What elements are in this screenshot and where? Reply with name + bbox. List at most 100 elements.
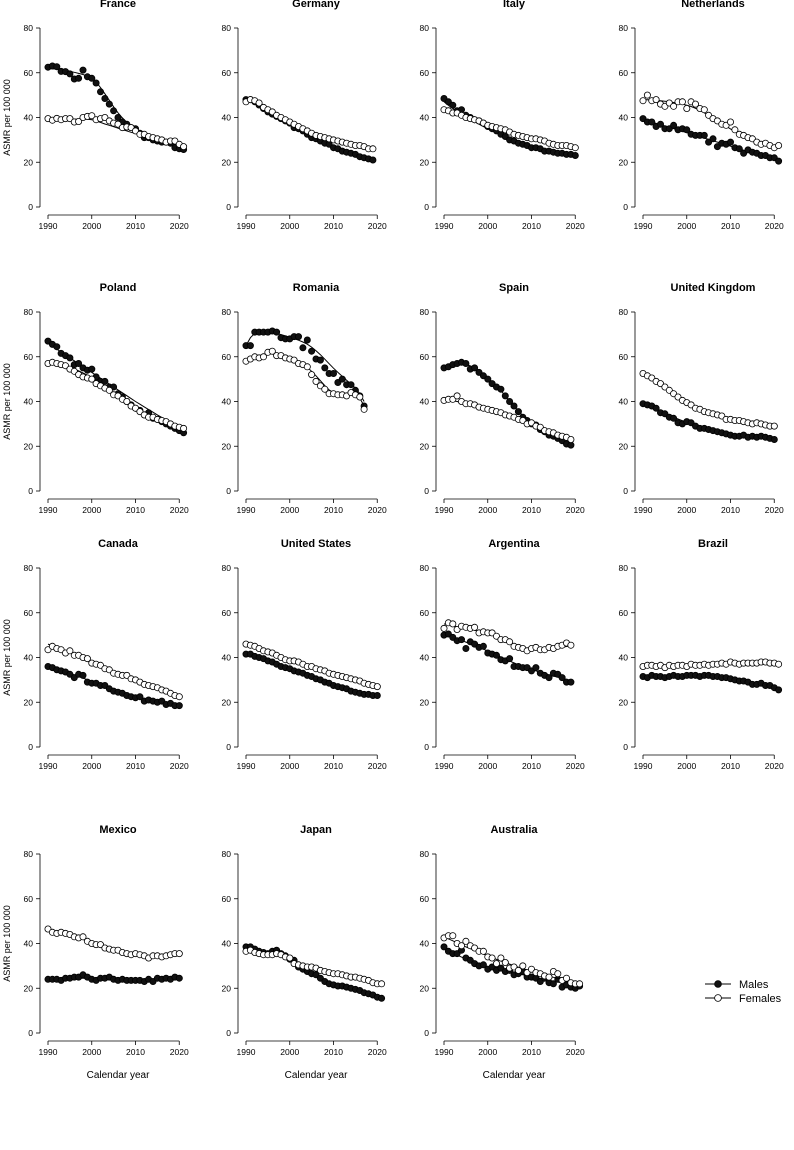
y-tick-label: 0 [28,1028,33,1038]
panel-title: Poland [100,282,137,294]
y-tick-label: 40 [222,653,232,663]
males-point [273,328,281,336]
panel-mexico: Mexico 0 20 40 60 80 1990 2000 2010 2020 ASMR per … [2,824,189,1081]
panel-title: United States [281,538,351,550]
x-tick-label: 2000 [677,505,696,515]
females-point [378,980,386,988]
y-tick-label: 80 [24,849,34,859]
x-tick-label: 2010 [324,505,343,515]
males-point [88,365,96,373]
y-tick-label: 40 [24,397,34,407]
x-tick-label: 2020 [765,761,784,771]
females-point [554,970,562,978]
y-tick-label: 0 [226,486,231,496]
x-tick-label: 2020 [170,221,189,231]
females-point [497,954,505,962]
males-point [506,397,514,405]
panel-title: Spain [499,282,529,294]
panel-title: Netherlands [681,0,745,10]
females-point [79,933,87,941]
females-point [700,106,708,114]
females-point [576,980,584,988]
y-tick-label: 20 [420,697,430,707]
males-point [105,100,113,108]
females-point [514,966,522,974]
males-point [347,381,355,389]
females-point [488,954,496,962]
panel-title: Germany [292,0,341,10]
females-point [321,385,329,393]
panel-australia: Australia 0 20 40 60 80 1990 2000 2010 2020 Calend… [420,824,585,1081]
females-point [727,118,735,126]
males-point [136,693,144,701]
x-tick-label: 2010 [126,221,145,231]
females-point [519,962,527,970]
females-point [770,422,778,430]
males-point [378,994,386,1002]
y-tick-label: 60 [24,68,34,78]
y-axis-label: ASMR per 100 000 [2,619,12,696]
males-point [88,74,96,82]
x-tick-label: 1990 [39,505,58,515]
females-point [369,145,377,153]
y-tick-label: 40 [222,397,232,407]
females-point [83,655,91,663]
y-tick-label: 20 [222,157,232,167]
females-point [175,950,183,958]
y-tick-label: 0 [623,486,628,496]
x-tick-label: 1990 [634,761,653,771]
males-point [79,66,87,74]
x-tick-label: 1990 [237,1047,256,1057]
females-point [180,143,188,151]
females-point [731,126,739,134]
x-tick-label: 1990 [39,1047,58,1057]
males-point [66,70,74,78]
females-point [308,371,316,379]
y-tick-label: 20 [222,697,232,707]
females-point [360,405,368,413]
females-point [670,102,678,110]
x-axis-label: Calendar year [285,1070,348,1081]
males-point [652,404,660,412]
y-tick-label: 20 [420,983,430,993]
y-tick-label: 60 [420,894,430,904]
females-point [255,99,263,107]
y-tick-label: 60 [222,352,232,362]
females-point [471,623,479,631]
y-tick-label: 80 [420,849,430,859]
females-point [449,620,457,628]
y-tick-label: 40 [24,113,34,123]
y-tick-label: 0 [424,742,429,752]
males-point [101,377,109,385]
panel-title: Japan [300,824,332,836]
females-point [105,386,113,394]
females-point [501,959,509,967]
x-tick-label: 2010 [126,1047,145,1057]
males-point [514,408,522,416]
y-tick-label: 20 [222,441,232,451]
males-point [532,664,540,672]
x-tick-label: 2020 [765,505,784,515]
females-point [440,624,448,632]
y-tick-label: 60 [24,894,34,904]
females-point [479,947,487,955]
y-tick-label: 80 [619,563,629,573]
males-point [175,702,183,710]
x-tick-label: 2010 [522,1047,541,1057]
males-point [373,692,381,700]
males-point [97,88,105,96]
males-point [567,678,575,686]
x-tick-label: 2020 [566,505,585,515]
males-point [92,79,100,87]
males-point [775,157,783,165]
legend-males-marker [714,980,722,988]
males-point [294,333,302,341]
x-tick-label: 2010 [324,221,343,231]
y-tick-label: 80 [24,563,34,573]
y-tick-label: 80 [222,23,232,33]
males-point [303,336,311,344]
males-point [709,135,717,143]
males-point [479,642,487,650]
panel-romania: Romania 0 20 40 60 80 1990 2000 2010 2020 [222,282,387,515]
y-tick-label: 0 [424,486,429,496]
